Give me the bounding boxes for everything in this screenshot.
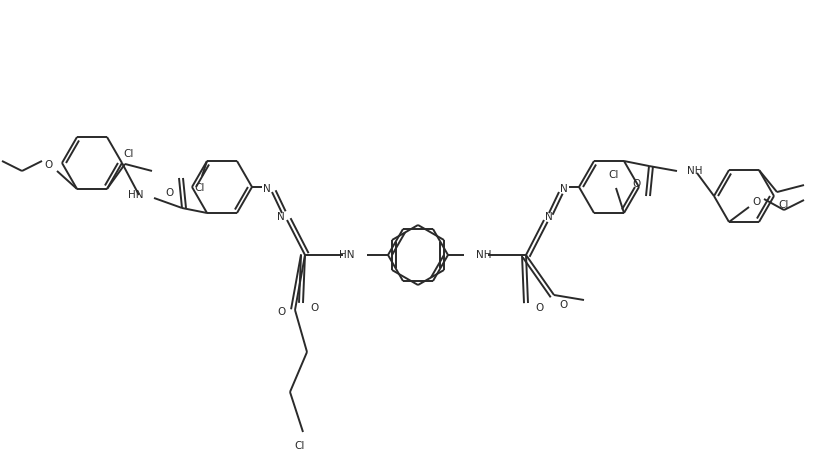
Text: N: N (277, 212, 284, 222)
Text: Cl: Cl (195, 183, 205, 193)
Text: N: N (544, 212, 553, 222)
Text: O: O (310, 303, 319, 313)
Text: HN: HN (129, 190, 144, 200)
Text: HN: HN (339, 250, 354, 260)
Text: O: O (45, 160, 53, 170)
Text: O: O (535, 303, 543, 313)
Text: N: N (263, 184, 271, 194)
Text: O: O (632, 179, 640, 189)
Text: O: O (166, 188, 174, 198)
Text: Cl: Cl (777, 200, 788, 210)
Text: NH: NH (476, 250, 491, 260)
Text: N: N (559, 184, 567, 194)
Text: O: O (278, 307, 286, 317)
Text: Cl: Cl (608, 170, 619, 180)
Text: O: O (752, 197, 760, 207)
Text: O: O (559, 300, 568, 310)
Text: Cl: Cl (124, 149, 134, 159)
Text: Cl: Cl (294, 441, 305, 451)
Text: NH: NH (686, 166, 701, 176)
